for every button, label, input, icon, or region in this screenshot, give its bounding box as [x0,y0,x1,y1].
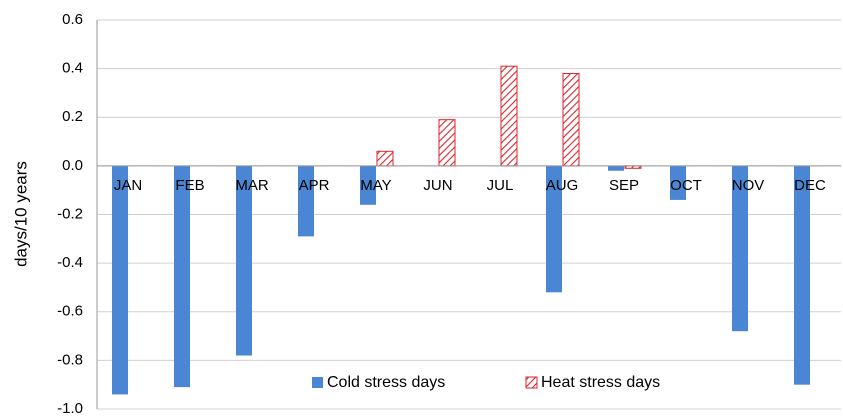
y-tick-label: -1.0 [57,400,83,417]
legend-swatch [312,377,323,388]
legend-label: Cold stress days [327,374,445,391]
bar [438,119,456,167]
y-tick-label: 0.0 [62,157,83,174]
y-tick-label: -0.2 [57,205,83,222]
x-tick-label: NOV [732,177,765,194]
bar [376,150,394,167]
x-tick-label: JUL [487,177,514,194]
x-tick-label: JAN [114,177,142,194]
bar [562,72,580,167]
y-tick-label: 0.6 [62,11,83,28]
x-tick-label: OCT [670,177,702,194]
bar [360,165,376,205]
bar [112,165,128,395]
x-tick-label: MAY [360,177,391,194]
x-tick-label: AUG [546,177,579,194]
y-tick-label: -0.6 [57,303,83,320]
x-tick-label: JUN [423,177,452,194]
legend-label: Heat stress days [541,374,660,391]
bar [174,165,190,388]
y-tick-label: 0.2 [62,108,83,125]
bar [298,165,314,237]
legend-swatch [525,376,538,389]
x-tick-label: DEC [794,177,826,194]
bar [236,165,252,356]
y-tick-label: -0.4 [57,254,83,271]
x-tick-label: SEP [609,177,639,194]
y-tick-label: 0.4 [62,60,83,77]
bar [794,165,810,385]
bar [546,165,562,293]
bar [732,165,748,332]
x-tick-label: APR [299,177,330,194]
y-tick-label: -0.8 [57,351,83,368]
bar [608,165,624,171]
bar [670,165,686,200]
bar [500,65,518,167]
y-axis-label: days/10 years [11,161,30,267]
x-tick-label: FEB [175,177,204,194]
x-tick-label: MAR [235,177,269,194]
